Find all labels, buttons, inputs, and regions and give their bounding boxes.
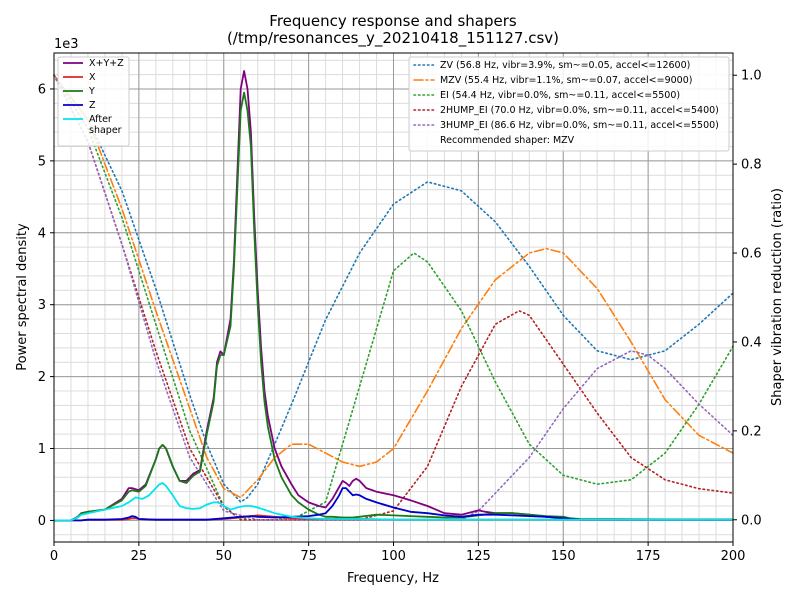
y-right-tick-label: 0.4: [741, 335, 762, 350]
x-axis-label: Frequency, Hz: [347, 571, 439, 586]
legend-left-label: After: [89, 114, 112, 125]
shaper-series-line: [53, 74, 734, 504]
chart-title: Frequency response and shapers: [269, 12, 517, 30]
legend-left-label: Z: [89, 100, 96, 111]
x-tick-label: 175: [636, 549, 661, 564]
x-tick-label: 100: [381, 549, 406, 564]
legend-right-label: EI (54.4 Hz, vibr=0.0%, sm~=0.11, accel<…: [440, 90, 680, 101]
x-tick-label: 25: [131, 549, 148, 564]
y-right-tick-label: 0.0: [741, 513, 762, 528]
y-right-tick-label: 0.8: [741, 158, 762, 173]
y-right-tick-label: 0.2: [741, 424, 762, 439]
y-tick-label: 3: [38, 298, 46, 313]
shaper-series-line: [53, 74, 734, 521]
chart-subtitle: (/tmp/resonances_y_20210418_151127.csv): [227, 29, 559, 48]
y-axis-right-label: Shaper vibration reduction (ratio): [770, 188, 785, 406]
legend-left-label: X+Y+Z: [89, 58, 124, 69]
series-layer: [53, 70, 734, 522]
y-tick-label: 1: [38, 442, 46, 457]
psd-series-line: [54, 487, 733, 522]
legend-left-label: X: [89, 72, 96, 83]
legend-left-box: [57, 56, 130, 147]
legend-left-label: shaper: [89, 125, 122, 136]
y-tick-label: 5: [38, 154, 46, 169]
ticks-layer: 0 25 50 75 100 125 150 175 200 0 1 2 3 4 5 6 0.0 0.2 0.4 0.…: [38, 69, 762, 564]
legend-right-label: 3HUMP_EI (86.6 Hz, vibr=0.0%, sm~=0.11, …: [440, 120, 719, 131]
x-tick-label: 75: [300, 549, 317, 564]
psd-series-line: [54, 482, 733, 522]
x-tick-label: 150: [551, 549, 576, 564]
y-tick-label: 4: [38, 226, 46, 241]
legend-left-label: Y: [88, 86, 95, 97]
legend-right-label: 2HUMP_EI (70.0 Hz, vibr=0.0%, sm~=0.11, …: [440, 105, 719, 116]
legend-right-label: ZV (56.8 Hz, vibr=3.9%, sm~=0.05, accel<…: [440, 60, 690, 71]
recommended-shaper-label: Recommended shaper: MZV: [440, 135, 575, 146]
legend-right-label: MZV (55.4 Hz, vibr=1.1%, sm~=0.07, accel…: [440, 75, 692, 86]
x-tick-label: 200: [721, 549, 746, 564]
x-tick-label: 0: [50, 549, 58, 564]
y-axis-label: Power spectral density: [15, 223, 30, 371]
y-tick-label: 0: [38, 514, 46, 529]
shaper-series-line: [53, 74, 734, 521]
x-tick-label: 125: [466, 549, 491, 564]
y-right-tick-label: 1.0: [741, 69, 762, 84]
x-tick-label: 50: [215, 549, 232, 564]
shaper-series-line: [53, 74, 734, 499]
y-tick-label: 2: [38, 370, 46, 385]
legend-right-box: [408, 56, 730, 152]
psd-series-line: [54, 91, 734, 522]
shaper-series-line: [53, 74, 734, 521]
legend-right: ZV (56.8 Hz, vibr=3.9%, sm~=0.05, accel<…: [408, 56, 730, 152]
y-multiplier-label: 1e3: [54, 37, 79, 52]
y-right-tick-label: 0.6: [741, 247, 762, 262]
y-tick-label: 6: [38, 82, 46, 97]
